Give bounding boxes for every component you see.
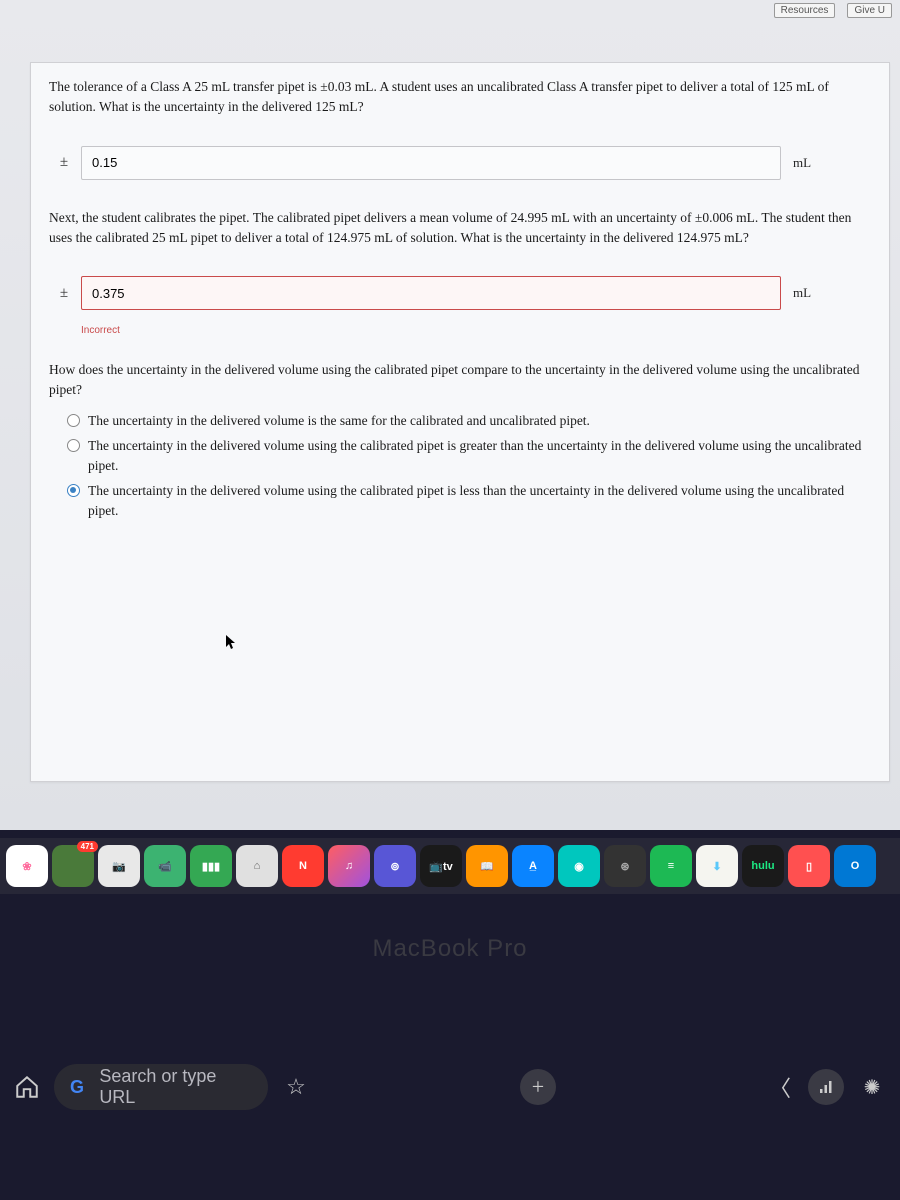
answer-input-2[interactable] <box>81 276 781 310</box>
feedback-wrap: Incorrect <box>81 320 871 338</box>
unit-label-2: mL <box>793 285 811 301</box>
phone-browser-bar: G Search or type URL ☆ + 〈 ✺ <box>0 1055 900 1119</box>
dock-app-icon[interactable]: ⌂ <box>236 845 278 887</box>
radio-label-1: The uncertainty in the delivered volume … <box>88 436 871 475</box>
radio-group: The uncertainty in the delivered volume … <box>67 411 871 521</box>
dock-app-icon[interactable]: 📖 <box>466 845 508 887</box>
resources-button[interactable]: Resources <box>774 3 836 18</box>
dock-app-icon[interactable]: 471 <box>52 845 94 887</box>
macos-dock: ❀471📷📹▮▮▮⌂N♫⊚📺tv📖A̲◉⊛≡⬇hulu▯O <box>0 838 900 894</box>
question-text-1: The tolerance of a Class A 25 mL transfe… <box>49 77 871 118</box>
cursor-icon <box>226 635 238 651</box>
answer-input-1[interactable] <box>81 146 781 180</box>
dock-app-icon[interactable]: ◉ <box>558 845 600 887</box>
incorrect-label: Incorrect <box>81 325 120 336</box>
stats-icon[interactable] <box>808 1069 844 1105</box>
unit-label-1: mL <box>793 155 811 171</box>
question-text-2: Next, the student calibrates the pipet. … <box>49 208 871 249</box>
url-bar[interactable]: G Search or type URL <box>54 1064 268 1110</box>
radio-icon <box>67 439 80 452</box>
google-icon: G <box>70 1077 89 1097</box>
dock-app-icon[interactable]: ⊚ <box>374 845 416 887</box>
dock-app-icon[interactable]: ▯ <box>788 845 830 887</box>
plus-minus-icon: ± <box>57 285 71 302</box>
dock-app-icon[interactable]: 📹 <box>144 845 186 887</box>
dock-app-icon[interactable]: ⬇ <box>696 845 738 887</box>
radio-label-2: The uncertainty in the delivered volume … <box>88 481 871 520</box>
question-panel: The tolerance of a Class A 25 mL transfe… <box>30 62 890 782</box>
dock-app-icon[interactable]: ≡ <box>650 845 692 887</box>
answer-row-2: ± mL <box>57 276 871 310</box>
radio-label-0: The uncertainty in the delivered volume … <box>88 411 590 431</box>
dock-app-icon[interactable]: ♫ <box>328 845 370 887</box>
brightness-icon[interactable]: ✺ <box>858 1073 886 1101</box>
radio-option-0[interactable]: The uncertainty in the delivered volume … <box>67 411 871 431</box>
radio-option-1[interactable]: The uncertainty in the delivered volume … <box>67 436 871 475</box>
url-placeholder: Search or type URL <box>99 1066 252 1108</box>
badge: 471 <box>77 841 98 852</box>
home-icon[interactable] <box>14 1074 40 1100</box>
laptop-screen: Resources Give U The tolerance of a Clas… <box>0 0 900 830</box>
radio-icon <box>67 414 80 427</box>
give-up-button[interactable]: Give U <box>847 3 892 18</box>
back-icon[interactable]: 〈 <box>766 1073 794 1101</box>
plus-minus-icon: ± <box>57 154 71 171</box>
question-text-3: How does the uncertainty in the delivere… <box>49 360 871 401</box>
radio-icon <box>67 484 80 497</box>
dock-app-icon[interactable]: O <box>834 845 876 887</box>
dock-app-icon[interactable]: N <box>282 845 324 887</box>
dock-app-icon[interactable]: ❀ <box>6 845 48 887</box>
macbook-label: MacBook Pro <box>0 935 900 963</box>
star-icon[interactable]: ☆ <box>282 1073 310 1101</box>
dock-app-icon[interactable]: A̲ <box>512 845 554 887</box>
answer-row-1: ± mL <box>57 146 871 180</box>
new-tab-button[interactable]: + <box>520 1069 556 1105</box>
radio-option-2[interactable]: The uncertainty in the delivered volume … <box>67 481 871 520</box>
dock-app-icon[interactable]: ▮▮▮ <box>190 845 232 887</box>
dock-app-icon[interactable]: ⊛ <box>604 845 646 887</box>
top-toolbar: Resources Give U <box>774 0 900 20</box>
dock-app-icon[interactable]: 📺tv <box>420 845 462 887</box>
dock-app-icon[interactable]: hulu <box>742 845 784 887</box>
dock-app-icon[interactable]: 📷 <box>98 845 140 887</box>
